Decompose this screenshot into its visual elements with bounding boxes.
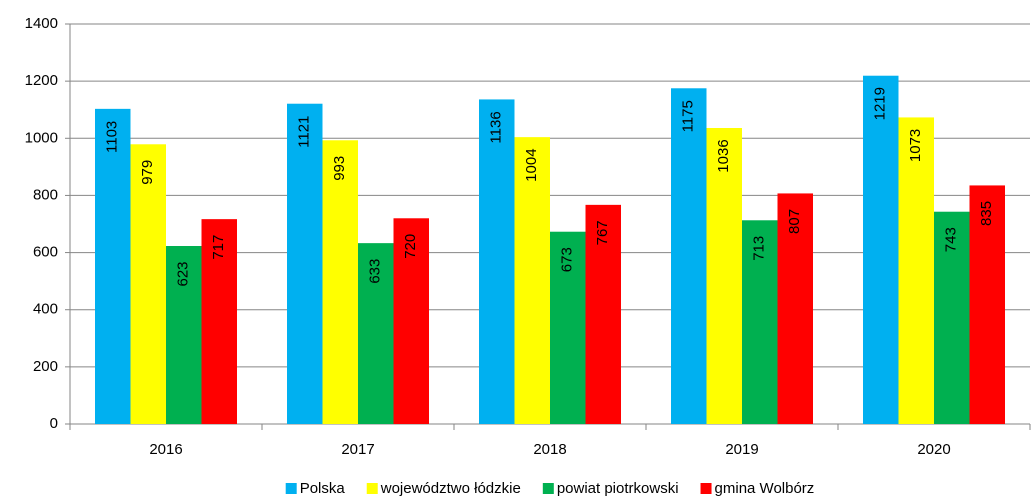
y-tick-label: 0 [50, 415, 58, 432]
y-tick-label: 1200 [25, 72, 58, 89]
y-tick-label: 200 [33, 358, 58, 375]
x-tick-label: 2019 [725, 441, 758, 458]
data-label: 1004 [523, 148, 540, 181]
legend-label: Polska [300, 480, 346, 497]
bar [550, 231, 586, 424]
legend-label: gmina Wolbórz [715, 480, 815, 497]
legend-label: województwo łódzkie [380, 480, 521, 497]
x-tick-label: 2018 [533, 441, 566, 458]
x-tick-label: 2016 [149, 441, 182, 458]
bar [287, 103, 323, 424]
bar [585, 204, 621, 424]
bar [322, 140, 358, 425]
data-label: 1121 [296, 116, 313, 148]
data-label: 835 [978, 201, 995, 226]
bar [166, 246, 202, 424]
data-label: 993 [331, 156, 348, 181]
legend-swatch [542, 483, 554, 494]
bar [393, 218, 429, 424]
y-tick-label: 1000 [25, 129, 58, 146]
y-tick-label: 1400 [25, 15, 58, 32]
y-tick-label: 600 [33, 244, 58, 261]
data-label: 1103 [104, 121, 121, 153]
bar [898, 117, 934, 424]
bar [863, 75, 899, 424]
data-label: 717 [210, 235, 227, 260]
bar [479, 99, 515, 424]
data-label: 1175 [680, 100, 697, 132]
bar [934, 211, 970, 424]
x-tick-label: 2017 [341, 441, 374, 458]
bar [969, 185, 1005, 424]
y-tick-label: 400 [33, 301, 58, 318]
data-label: 713 [751, 236, 768, 261]
data-label: 1136 [488, 111, 505, 143]
legend-swatch [366, 483, 378, 494]
bar [358, 243, 394, 424]
bar [130, 144, 166, 425]
bar [742, 220, 778, 424]
data-label: 1219 [872, 87, 889, 120]
legend-label: powiat piotrkowski [557, 480, 679, 497]
y-tick-label: 800 [33, 186, 58, 203]
x-tick-label: 2020 [917, 441, 950, 458]
data-label: 767 [594, 220, 611, 245]
bar [706, 128, 742, 424]
data-label: 1073 [907, 129, 924, 162]
data-label: 720 [402, 234, 419, 259]
data-label: 633 [367, 259, 384, 284]
data-label: 979 [139, 160, 156, 185]
legend-swatch [285, 483, 297, 494]
data-label: 807 [786, 209, 803, 234]
bar [777, 193, 813, 424]
data-label: 1036 [715, 139, 732, 172]
data-label: 673 [559, 247, 576, 272]
bar [201, 219, 237, 424]
legend-swatch [700, 483, 712, 494]
data-label: 623 [175, 261, 192, 286]
data-label: 743 [943, 227, 960, 252]
bar [514, 137, 550, 424]
bar [671, 88, 707, 425]
bar [95, 108, 131, 424]
